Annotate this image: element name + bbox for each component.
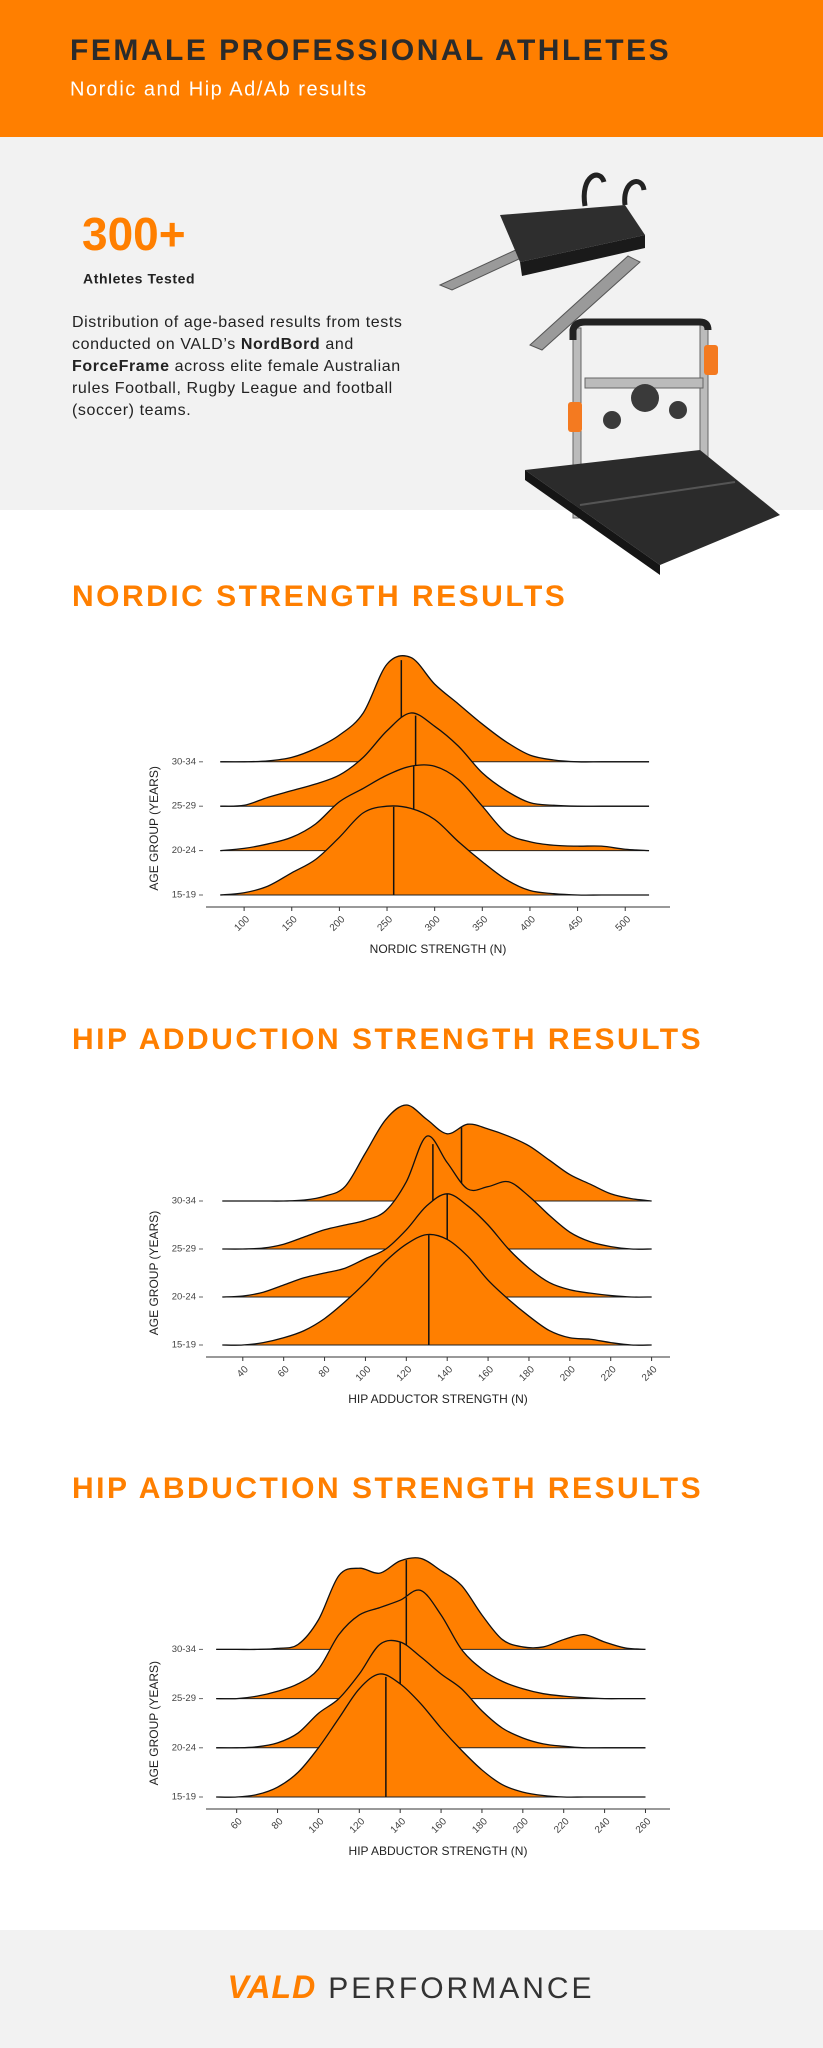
density-line (220, 764, 650, 852)
category-label: 25-29 (172, 1693, 196, 1704)
product-name: ForceFrame (72, 358, 170, 375)
x-tick-label: 80 (317, 1364, 333, 1380)
x-tick-label: 100 (233, 914, 253, 934)
x-tick-label: 450 (566, 914, 586, 934)
category-label: 20-24 (172, 1742, 196, 1753)
x-axis-label: HIP ADDUCTOR STRENGTH (N) (348, 1392, 528, 1406)
x-tick-label: 100 (354, 1364, 374, 1384)
x-tick-label: 220 (552, 1816, 572, 1836)
product-name: NordBord (240, 336, 321, 353)
density-line (222, 1233, 652, 1346)
x-tick-label: 80 (270, 1816, 286, 1832)
description: Distribution of age-based results from t… (72, 312, 432, 422)
chart: NORDIC STRENGTH RESULTS AGE GROUP (YEARS)… (72, 580, 670, 956)
y-axis-label: AGE GROUP (YEARS) (147, 1211, 161, 1335)
density-fill (222, 1135, 652, 1250)
density-line (222, 1135, 652, 1250)
x-tick-label: 140 (436, 1364, 456, 1384)
chart-title: NORDIC STRENGTH RESULTS (72, 580, 567, 613)
x-tick-label: 150 (280, 914, 300, 934)
density-fill (216, 1640, 646, 1748)
x-tick-label: 160 (476, 1364, 496, 1384)
y-axis-label: AGE GROUP (YEARS) (147, 1661, 161, 1785)
category-label: 15-19 (172, 890, 196, 901)
chart-title: HIP ABDUCTION STRENGTH RESULTS (72, 1472, 703, 1505)
x-tick-label: 140 (389, 1816, 409, 1836)
description-text: Distribution of age-based results from t… (72, 314, 403, 353)
density-line (220, 805, 650, 896)
x-tick-label: 240 (640, 1364, 660, 1384)
x-axis-label: HIP ABDUCTOR STRENGTH (N) (349, 1844, 528, 1858)
density-line (216, 1639, 646, 1749)
x-tick-label: 100 (307, 1816, 327, 1836)
x-tick-label: 60 (276, 1364, 292, 1380)
footer-band (0, 1930, 823, 2048)
density-line (222, 1104, 652, 1202)
product-illustration (438, 172, 780, 575)
category-label: 15-19 (172, 1340, 196, 1351)
x-tick-label: 500 (614, 914, 634, 934)
density-fill (220, 712, 650, 807)
x-tick-label: 180 (470, 1816, 490, 1836)
x-tick-label: 220 (599, 1364, 619, 1384)
x-tick-label: 250 (375, 914, 395, 934)
density-line (216, 1673, 646, 1798)
category-label: 30-34 (172, 1644, 196, 1655)
stat-label: Athletes Tested (83, 271, 195, 287)
density-fill (220, 764, 650, 851)
density-line (216, 1557, 646, 1651)
x-tick-label: 400 (518, 914, 538, 934)
category-label: 30-34 (172, 1196, 196, 1207)
chart: HIP ABDUCTION STRENGTH RESULTS AGE GROUP … (72, 1472, 703, 1858)
category-label: 20-24 (172, 845, 196, 856)
x-tick-label: 200 (511, 1816, 531, 1836)
header-band (0, 0, 823, 137)
page-title: FEMALE PROFESSIONAL ATHLETES (70, 34, 671, 67)
density-fill (220, 805, 650, 896)
x-tick-label: 260 (634, 1816, 654, 1836)
page-subtitle: Nordic and Hip Ad/Ab results (70, 78, 368, 100)
x-tick-label: 300 (423, 914, 443, 934)
density-line (220, 655, 650, 763)
density-fill (222, 1234, 652, 1346)
y-axis-label: AGE GROUP (YEARS) (147, 766, 161, 890)
x-axis-label: NORDIC STRENGTH (N) (370, 942, 507, 956)
density-fill (216, 1673, 646, 1798)
description-text: and (320, 336, 354, 353)
stat: 300+ (82, 208, 186, 260)
x-tick-label: 40 (235, 1364, 251, 1380)
x-tick-label: 200 (328, 914, 348, 934)
category-label: 25-29 (172, 1244, 196, 1255)
x-tick-label: 120 (348, 1816, 368, 1836)
brand: VALD (227, 1969, 316, 2005)
tagline: PERFORMANCE (328, 1972, 594, 2005)
description-text: across elite female Australian rules Foo… (72, 358, 401, 419)
category-label: 25-29 (172, 801, 196, 812)
density-fill (220, 655, 650, 762)
chart-title: HIP ADDUCTION STRENGTH RESULTS (72, 1023, 703, 1056)
x-tick-label: 350 (471, 914, 491, 934)
footer-logo: VALD PERFORMANCE (227, 1969, 594, 2005)
x-tick-label: 120 (395, 1364, 415, 1384)
x-tick-label: 160 (429, 1816, 449, 1836)
x-tick-label: 180 (517, 1364, 537, 1384)
density-line (222, 1193, 652, 1298)
chart: HIP ADDUCTION STRENGTH RESULTS AGE GROUP … (72, 1023, 703, 1406)
density-line (220, 712, 650, 807)
category-label: 15-19 (172, 1792, 196, 1803)
x-tick-label: 240 (593, 1816, 613, 1836)
category-label: 20-24 (172, 1292, 196, 1303)
density-fill (216, 1589, 646, 1699)
x-tick-label: 60 (229, 1816, 245, 1832)
density-line (216, 1589, 646, 1700)
category-label: 30-34 (172, 756, 196, 767)
x-tick-label: 200 (558, 1364, 578, 1384)
